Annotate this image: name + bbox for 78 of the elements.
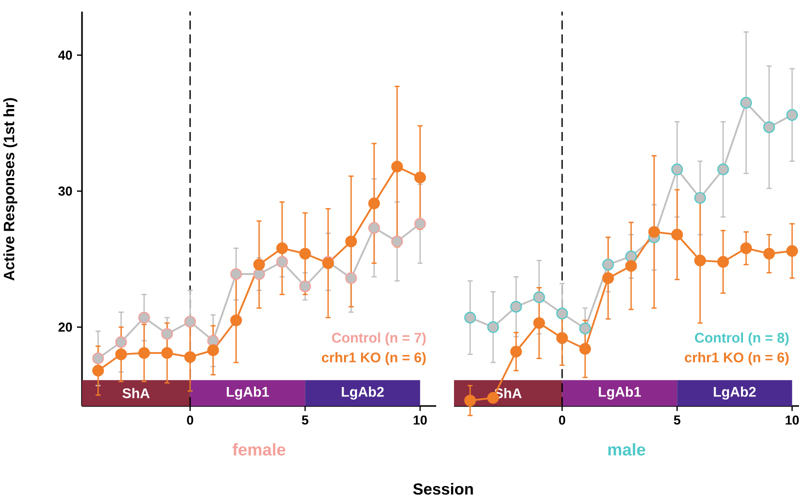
point <box>368 198 380 210</box>
point <box>671 164 683 176</box>
point <box>276 256 288 268</box>
point <box>625 250 637 262</box>
point <box>579 343 591 355</box>
band-label: ShA <box>122 388 150 398</box>
point <box>138 347 150 359</box>
point <box>207 344 219 356</box>
band-label: LgAb1 <box>226 386 269 400</box>
point <box>648 226 660 238</box>
point <box>92 352 104 364</box>
y-tick-label: 30 <box>58 186 72 196</box>
y-axis-title: Active Responses (1st hr) <box>3 98 18 280</box>
point <box>602 272 614 284</box>
point <box>414 172 426 184</box>
point <box>414 218 426 230</box>
point <box>299 248 311 260</box>
point <box>161 347 173 359</box>
band-label: LgAb2 <box>342 386 384 400</box>
point <box>253 268 265 280</box>
point <box>230 268 242 280</box>
point <box>740 242 752 254</box>
point <box>161 328 173 340</box>
point <box>230 314 242 326</box>
point <box>368 222 380 234</box>
point <box>391 236 403 248</box>
point <box>391 160 403 172</box>
point <box>694 254 706 266</box>
x-tick-label: 10 <box>414 416 427 425</box>
x-tick-label: 5 <box>302 416 308 425</box>
point <box>345 272 357 284</box>
point <box>464 394 476 406</box>
point <box>694 192 706 204</box>
point <box>207 334 219 347</box>
point <box>786 109 798 121</box>
y-tick-label: 40 <box>58 50 72 60</box>
text: Control (n = 7) <box>332 332 426 346</box>
point <box>533 291 545 304</box>
point <box>671 228 683 240</box>
x-axis-title: Session <box>413 482 473 495</box>
point <box>253 258 265 270</box>
point <box>276 242 288 254</box>
point <box>510 300 522 313</box>
x-tick-label: 5 <box>674 416 680 425</box>
point <box>464 312 476 324</box>
point <box>184 351 196 363</box>
point <box>138 312 150 324</box>
x-tick-label: 0 <box>559 416 566 425</box>
point <box>556 332 568 344</box>
point <box>92 364 104 376</box>
point <box>740 96 752 109</box>
band-label: LgAb2 <box>714 386 756 400</box>
point <box>115 336 127 348</box>
band-label: LgAb1 <box>598 386 641 400</box>
text: crhr1 KO (n = 6) <box>322 352 426 366</box>
point <box>579 322 591 334</box>
x-tick-label: 10 <box>786 416 799 425</box>
point <box>533 317 545 329</box>
point <box>763 248 775 260</box>
point <box>717 164 729 176</box>
x-tick-label: 0 <box>187 416 194 425</box>
point <box>625 260 637 272</box>
point <box>763 121 775 134</box>
point <box>556 308 568 320</box>
point <box>115 348 127 360</box>
point <box>184 316 196 328</box>
point <box>345 236 357 248</box>
point <box>510 346 522 358</box>
point <box>717 256 729 268</box>
y-tick-label: 20 <box>58 322 72 332</box>
text: crhr1 KO (n = 6) <box>684 352 789 366</box>
text: male <box>608 443 646 456</box>
point <box>487 321 499 333</box>
point <box>602 258 614 270</box>
text: female <box>232 443 286 456</box>
point <box>786 245 798 257</box>
point <box>299 280 311 292</box>
text: Control (n = 8) <box>694 332 789 346</box>
